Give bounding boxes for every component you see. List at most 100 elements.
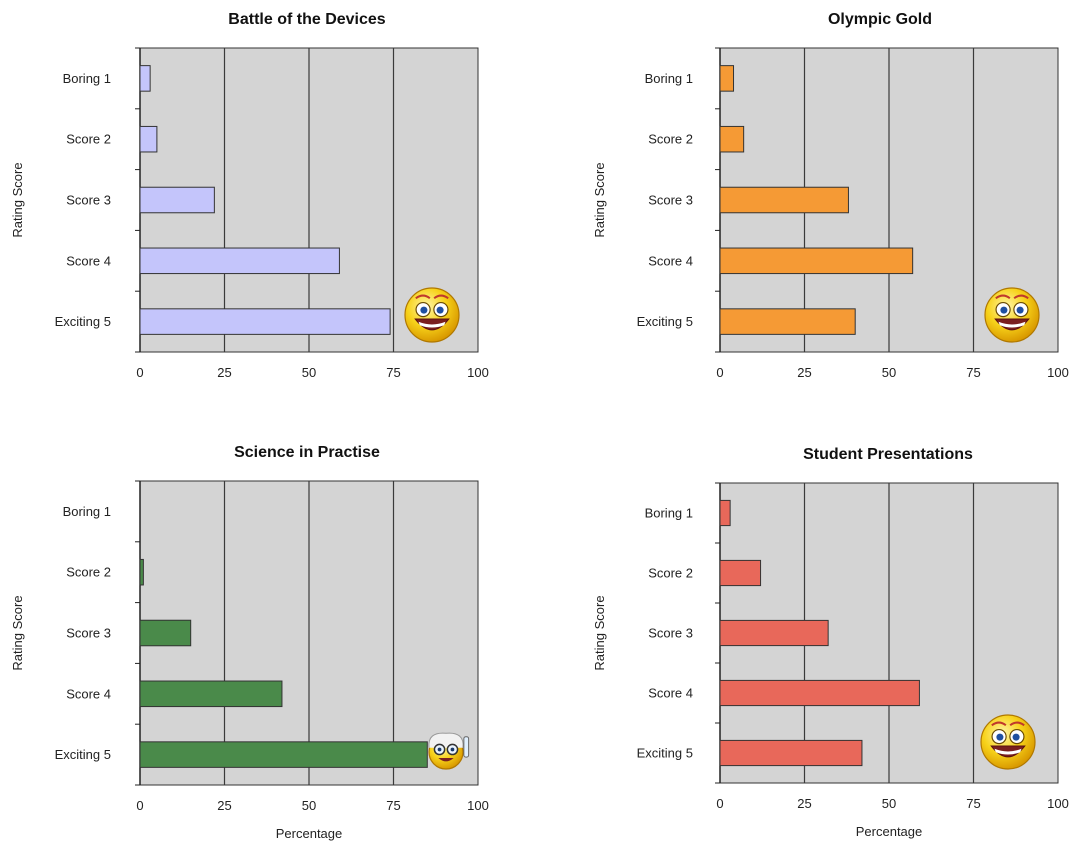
bar <box>139 308 391 335</box>
x-tick-label: 100 <box>467 365 489 380</box>
right-eye <box>1016 306 1024 314</box>
category-label: Exciting 5 <box>55 314 111 329</box>
smiley-face-icon <box>404 287 460 343</box>
x-axis-label: Percentage <box>856 824 923 839</box>
category-label: Score 3 <box>66 193 111 208</box>
right-eye <box>450 747 455 752</box>
category-label: Score 2 <box>648 566 693 581</box>
left-eye <box>996 733 1004 741</box>
smiley-face-disc <box>404 287 460 343</box>
x-tick-label: 75 <box>966 796 980 811</box>
category-label: Score 4 <box>648 253 693 268</box>
right-eyebrow <box>1009 721 1025 727</box>
scientist-hair <box>428 732 464 748</box>
bar <box>139 247 340 275</box>
x-tick-label: 50 <box>882 796 896 811</box>
bar <box>139 186 215 214</box>
x-tick-label: 25 <box>217 798 231 813</box>
x-tick-label: 50 <box>882 365 896 380</box>
category-label: Exciting 5 <box>55 747 111 762</box>
category-label: Score 4 <box>648 686 693 701</box>
y-axis-label: Rating Score <box>10 162 25 237</box>
category-label: Score 2 <box>66 132 111 147</box>
y-axis-label: Rating Score <box>592 595 607 670</box>
smiley-face-disc <box>980 714 1036 770</box>
x-tick-label: 75 <box>386 798 400 813</box>
bar <box>139 619 192 647</box>
bar-chart-1: Boring 1 Score 2 Score 3 Score 4 Exciting 5 0… <box>10 11 489 380</box>
left-eyebrow <box>991 721 1007 727</box>
bar <box>139 125 158 153</box>
x-tick-label: 25 <box>797 796 811 811</box>
bar <box>719 679 920 707</box>
bar-chart-2: Boring 1 Score 2 Score 3 Score 4 Exciting 5 0… <box>592 11 1069 380</box>
bar <box>719 619 829 647</box>
category-label: Score 3 <box>66 626 111 641</box>
category-label: Score 4 <box>66 686 111 701</box>
left-eyebrow <box>415 294 431 300</box>
bar <box>719 247 914 275</box>
smile-mouth <box>438 757 454 762</box>
left-eye <box>1000 306 1008 314</box>
bar <box>719 186 849 214</box>
x-tick-label: 25 <box>797 365 811 380</box>
x-tick-label: 75 <box>386 365 400 380</box>
x-tick-label: 25 <box>217 365 231 380</box>
bar-chart-3: Boring 1 Score 2 Score 3 Score 4 Exciting 5 0… <box>10 444 489 841</box>
category-label: Exciting 5 <box>637 314 693 329</box>
x-tick-label: 100 <box>467 798 489 813</box>
right-eye <box>436 306 444 314</box>
bar <box>719 65 735 92</box>
chart-title: Science in Practise <box>234 444 380 461</box>
category-label: Boring 1 <box>645 71 693 86</box>
smiley-face-icon <box>984 287 1040 343</box>
bar <box>719 125 745 153</box>
bar-chart-4: Boring 1 Score 2 Score 3 Score 4 Exciting 5 0… <box>592 446 1069 839</box>
category-label: Score 2 <box>648 132 693 147</box>
bar <box>139 741 428 768</box>
bar <box>719 739 863 767</box>
category-label: Score 3 <box>648 193 693 208</box>
right-eyebrow <box>433 294 449 300</box>
y-axis-label: Rating Score <box>592 162 607 237</box>
left-eye <box>420 306 428 314</box>
x-tick-label: 100 <box>1047 796 1069 811</box>
category-label: Exciting 5 <box>637 746 693 761</box>
x-tick-label: 0 <box>136 798 143 813</box>
chart-title: Battle of the Devices <box>228 11 385 28</box>
x-tick-label: 50 <box>302 798 316 813</box>
smile-teeth <box>418 321 446 328</box>
chart-title: Student Presentations <box>803 446 973 463</box>
x-tick-label: 50 <box>302 365 316 380</box>
smiley-face-icon <box>980 714 1036 770</box>
bar <box>719 499 731 527</box>
bar <box>719 308 856 335</box>
bar <box>719 559 762 587</box>
x-tick-label: 0 <box>716 796 723 811</box>
bar <box>139 558 144 586</box>
scientist-smiley-icon <box>428 732 470 770</box>
category-label: Score 2 <box>66 565 111 580</box>
x-tick-label: 0 <box>716 365 723 380</box>
smiley-face-disc <box>984 287 1040 343</box>
x-tick-label: 0 <box>136 365 143 380</box>
category-label: Boring 1 <box>645 506 693 521</box>
smile-teeth <box>994 748 1022 755</box>
category-label: Score 3 <box>648 626 693 641</box>
x-axis-label: Percentage <box>276 826 343 841</box>
right-eye <box>1012 733 1020 741</box>
bar <box>139 65 151 92</box>
category-label: Boring 1 <box>63 71 111 86</box>
category-label: Score 4 <box>66 253 111 268</box>
bar <box>139 680 283 708</box>
chart-title: Olympic Gold <box>828 11 932 28</box>
smile-teeth <box>998 321 1026 328</box>
x-tick-label: 100 <box>1047 365 1069 380</box>
category-label: Boring 1 <box>63 504 111 519</box>
y-axis-label: Rating Score <box>10 595 25 670</box>
x-tick-label: 75 <box>966 365 980 380</box>
right-eyebrow <box>1013 294 1029 300</box>
left-eye <box>437 747 442 752</box>
test-tube-icon <box>463 736 470 758</box>
